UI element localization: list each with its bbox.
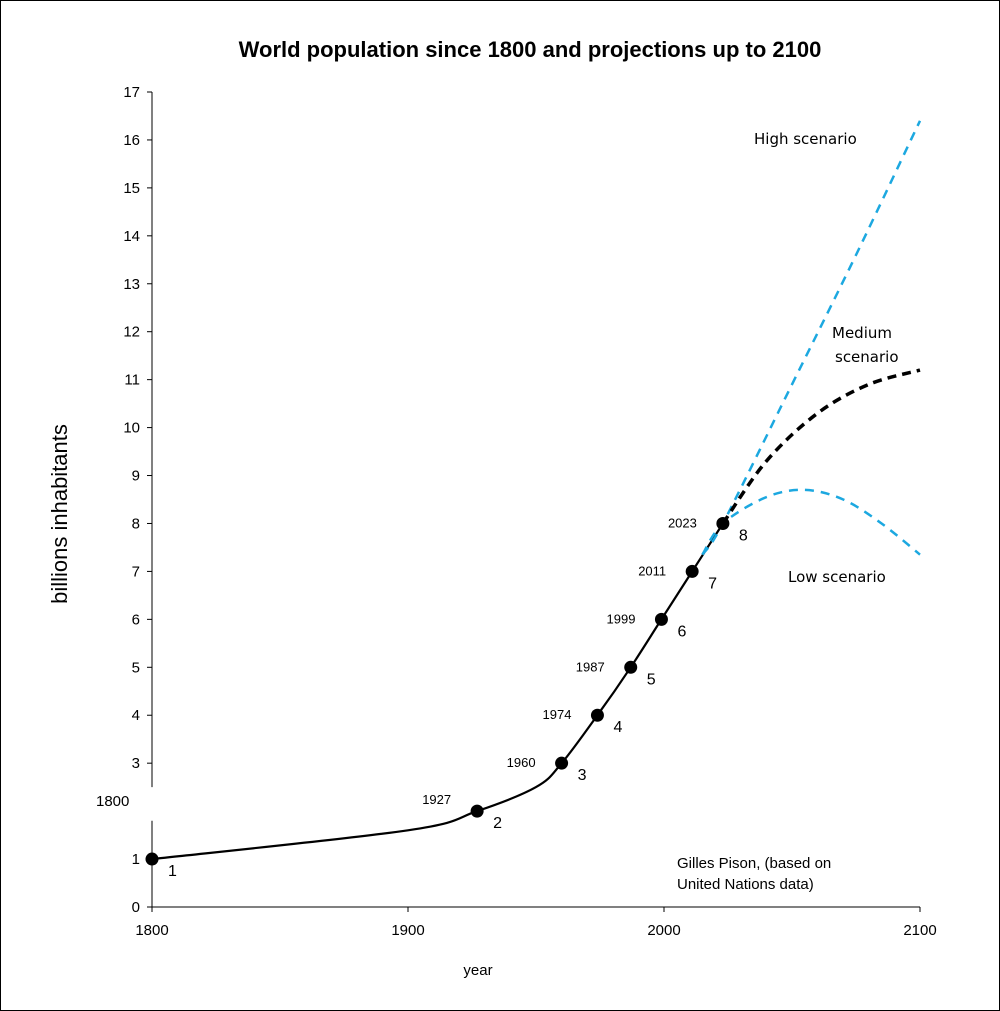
milestone-points [145,516,730,866]
medium-scenario-label-line2: scenario [835,348,899,366]
y-tick-label: 11 [124,372,140,389]
milestone-count-label: 8 [739,527,748,544]
milestone-point [590,708,604,722]
high-scenario-label: High scenario [754,130,857,148]
milestone-year-label: 2011 [638,563,666,578]
milestone-count-label: 5 [647,671,656,688]
y-tick-label: 1 [132,851,140,868]
milestone-point [624,660,638,674]
y-tick-label: 7 [132,563,140,580]
milestone-count-label: 7 [708,575,717,592]
x-tick-label: 1900 [391,922,424,939]
medium-scenario-label-line1: Medium [832,324,892,342]
x-axis-label: year [463,962,492,979]
milestone-count-label: 2 [493,815,502,832]
x-tick-label: 1800 [135,922,168,939]
x-tick-label: 2000 [647,922,680,939]
y-tick-label: 17 [123,84,140,101]
y-axis-label: billions inhabitants [47,424,72,604]
y-tick-label: 6 [132,611,140,628]
milestone-point [685,564,699,578]
y-tick-label: 3 [132,755,140,772]
low-scenario-label: Low scenario [788,568,886,586]
y-tick-label: 12 [123,324,140,341]
milestone-point [555,756,569,770]
y-tick-label: 0 [132,899,140,916]
milestone-year-label: 1927 [422,792,451,807]
milestone-count-label: 6 [677,623,686,640]
milestone-count-label: 4 [613,719,622,736]
series-lines [151,120,922,861]
y-tick-label: 5 [132,659,140,676]
milestone-point [470,804,484,818]
y-tick-label: 10 [123,420,140,437]
y-tick-label: 15 [123,180,140,197]
axes [151,92,920,908]
source-note-line1: Gilles Pison, (based on [677,855,831,872]
x-ticks: 1800 1900 2000 2100 [135,907,937,939]
y-tick-label: 13 [123,276,140,293]
y-tick-label: 16 [123,132,140,149]
y-tick-label: 14 [123,228,140,245]
y-tick-label: 4 [132,707,140,724]
chart-title: World population since 1800 and projecti… [239,37,822,62]
source-note-line2: United Nations data) [677,876,814,893]
milestone-year-label: 1999 [607,611,636,626]
milestone-year-label: 1974 [543,707,572,722]
milestone-labels: 1 1927 2 1960 3 1974 4 1987 5 1999 6 2011 7 2023 8 [168,515,748,880]
milestone-count-label: 1 [168,863,177,880]
milestone-count-label: 3 [578,767,587,784]
x-tick-label: 2100 [903,922,936,939]
milestone-point [716,516,730,530]
milestone-year-label: 1987 [576,659,605,674]
milestone-year-label: 2023 [668,515,697,530]
y-tick-label: 9 [132,468,140,485]
milestone-year-label: 1960 [507,755,536,770]
y-tick-label: 8 [132,515,140,532]
milestone-point [654,612,668,626]
axis-break-label: 1800 [96,793,129,810]
series-line-medium-scenario [721,368,921,525]
milestone-point [145,852,159,866]
